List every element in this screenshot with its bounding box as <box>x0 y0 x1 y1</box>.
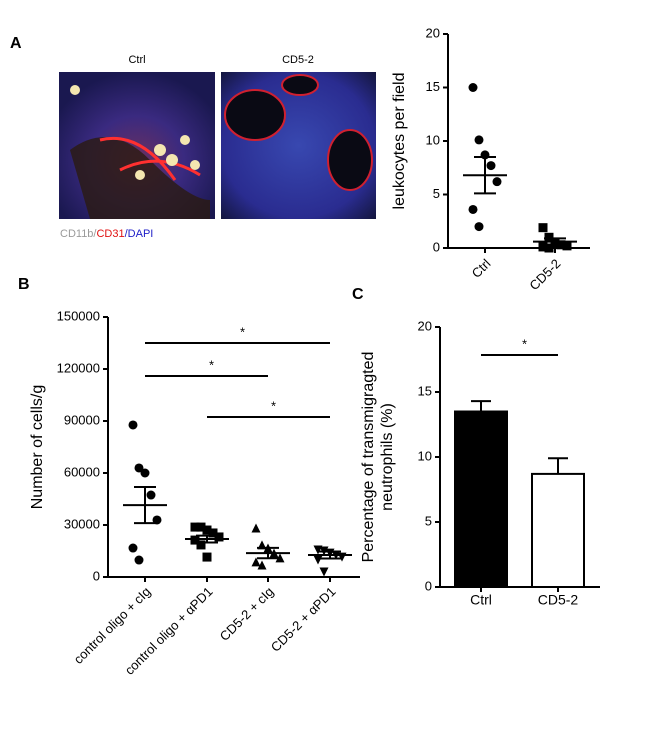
x-tick-label: CD5-2 + cIg <box>217 584 277 644</box>
y-axis-label: leukocytes per field <box>391 73 408 210</box>
x-tick-label: CD5-2 <box>538 592 579 608</box>
point <box>146 490 156 500</box>
sem-bar <box>257 546 279 560</box>
point <box>337 552 347 562</box>
point <box>202 552 212 562</box>
y-tick-label: 15 <box>418 383 432 398</box>
point <box>544 243 554 253</box>
point <box>474 222 484 232</box>
y-tick-label: 60000 <box>64 464 100 479</box>
micrograph <box>221 72 376 219</box>
y-tick-label: 20 <box>426 25 440 40</box>
sem-bar <box>134 486 156 525</box>
image-label: CD5-2 <box>282 54 314 66</box>
point <box>468 83 478 92</box>
stain-part: CD11b/ <box>60 228 97 240</box>
y-tick-label: 0 <box>433 239 440 254</box>
stain-caption: CD11b/CD31/DAPI <box>60 228 153 240</box>
y-tick-label: 5 <box>425 513 432 528</box>
stain-part: CD31 <box>96 228 124 240</box>
y-tick-label: 20 <box>418 318 432 333</box>
sem-bar <box>319 550 341 560</box>
significance-label: * <box>271 398 276 413</box>
point <box>492 177 502 187</box>
bar <box>531 472 585 588</box>
point <box>134 555 144 565</box>
significance-label: * <box>209 357 214 372</box>
point <box>257 560 267 570</box>
x-tick-label: Ctrl <box>470 592 492 608</box>
point <box>319 567 329 577</box>
y-tick-label: 120000 <box>57 360 100 375</box>
bar <box>454 410 508 588</box>
point <box>196 522 206 532</box>
x-tick-label: Ctrl <box>469 256 494 281</box>
y-tick-label: 15 <box>426 79 440 94</box>
y-axis-label: Percentage of transmigragted <box>360 352 377 563</box>
point <box>202 525 212 535</box>
point <box>474 135 484 145</box>
point <box>128 420 138 430</box>
y-tick-label: 0 <box>425 578 432 593</box>
point <box>134 463 144 473</box>
point <box>486 161 496 171</box>
panel-label: B <box>18 276 30 293</box>
x-tick-label: CD5-2 + αPD1 <box>268 584 339 655</box>
point <box>190 535 200 545</box>
point <box>190 522 200 532</box>
significance-label: * <box>522 336 527 351</box>
y-axis-label: neutrophils (%) <box>379 403 396 511</box>
error-bar <box>548 457 568 474</box>
sem-bar <box>474 156 496 195</box>
point <box>214 532 224 542</box>
point <box>544 232 554 242</box>
point <box>251 557 261 567</box>
point <box>562 241 572 251</box>
panel-label: C <box>352 286 364 303</box>
image-label: Ctrl <box>128 54 145 66</box>
y-tick-label: 90000 <box>64 412 100 427</box>
y-tick-label: 150000 <box>57 308 100 323</box>
point <box>468 204 478 214</box>
point <box>538 223 548 233</box>
sem-bar <box>196 534 218 544</box>
y-tick-label: 10 <box>418 448 432 463</box>
error-bar <box>471 400 491 412</box>
point <box>275 553 285 563</box>
panel-label: A <box>10 35 22 52</box>
point <box>208 528 218 538</box>
micrograph <box>59 72 215 219</box>
y-axis-label: Number of cells/g <box>29 385 46 510</box>
y-tick-label: 30000 <box>64 516 100 531</box>
point <box>313 555 323 565</box>
stain-part: /DAPI <box>125 228 154 240</box>
y-tick-label: 10 <box>426 132 440 147</box>
sem-bar <box>544 237 566 246</box>
y-tick-label: 5 <box>433 186 440 201</box>
y-tick-label: 0 <box>93 568 100 583</box>
point <box>251 523 261 533</box>
point <box>140 468 150 478</box>
point <box>196 540 206 550</box>
point <box>128 543 138 553</box>
significance-label: * <box>240 324 245 339</box>
point <box>538 242 548 252</box>
x-tick-label: CD5-2 <box>526 256 563 293</box>
